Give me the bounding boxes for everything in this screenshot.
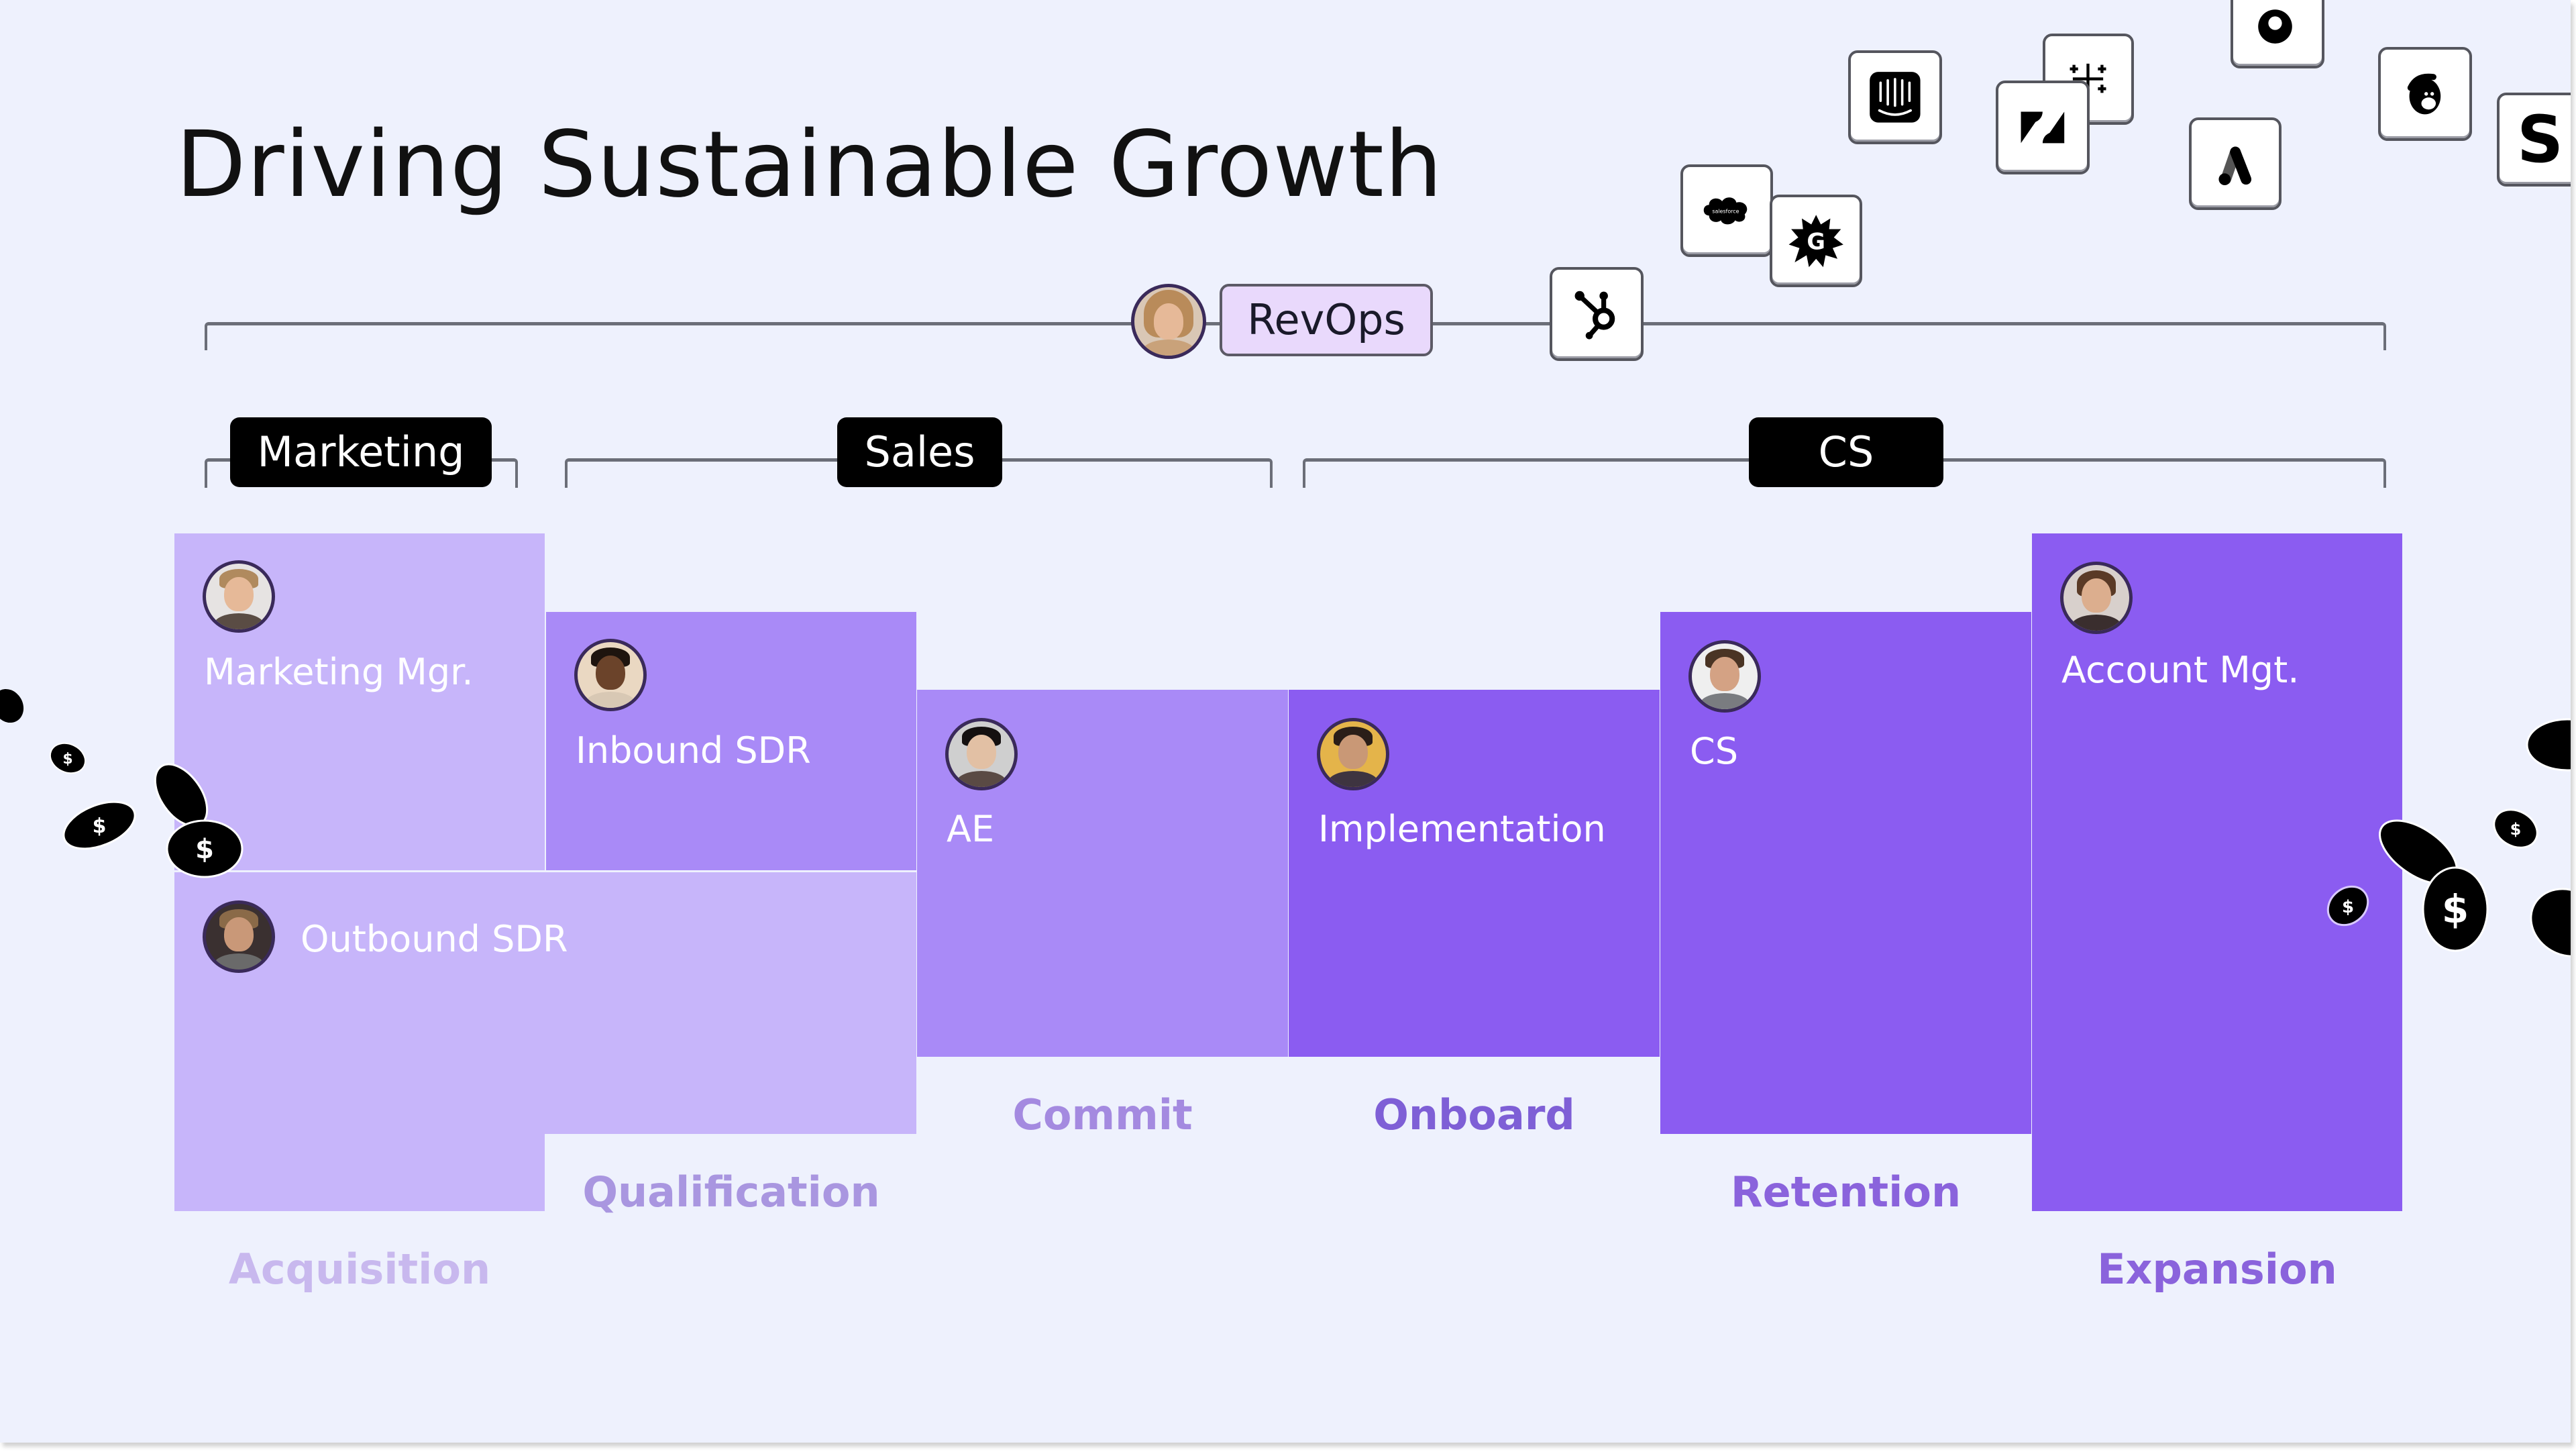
role-ae: AE bbox=[947, 808, 995, 850]
role-account-mgt: Account Mgt. bbox=[2061, 649, 2300, 691]
g2-icon: G bbox=[1770, 195, 1862, 287]
svg-text:$: $ bbox=[62, 751, 72, 768]
coin-icon: $ bbox=[2326, 885, 2369, 927]
block-outbound-sdr: Outbound SDR bbox=[174, 872, 916, 1134]
coin-icon bbox=[2526, 718, 2571, 772]
block-acquisition-extension bbox=[174, 1134, 545, 1211]
coin-icon: $ bbox=[166, 819, 244, 878]
role-implementation: Implementation bbox=[1318, 808, 1606, 850]
role-marketing-mgr: Marketing Mgr. bbox=[204, 651, 474, 693]
avatar-outbound-sdr bbox=[203, 900, 275, 973]
revops-label: RevOps bbox=[1220, 284, 1433, 356]
coin-icon: $ bbox=[49, 742, 87, 774]
avatar-ae bbox=[945, 718, 1018, 790]
tag-marketing: Marketing bbox=[230, 417, 492, 487]
hubspot-icon bbox=[1550, 267, 1644, 361]
role-inbound-sdr: Inbound SDR bbox=[576, 729, 811, 772]
svg-text:$: $ bbox=[2342, 897, 2354, 917]
mailchimp-icon bbox=[2378, 47, 2472, 141]
avatar-implementation bbox=[1317, 718, 1389, 790]
page-title: Driving Sustainable Growth bbox=[176, 112, 1444, 218]
avatar-inbound-sdr bbox=[574, 639, 647, 711]
outreach-icon bbox=[2231, 0, 2324, 68]
svg-text:$: $ bbox=[195, 834, 214, 865]
coin-icon: $ bbox=[62, 800, 136, 850]
avatar-revops bbox=[1131, 284, 1206, 359]
tag-cs: CS bbox=[1749, 417, 1943, 487]
stage-retention: Retention bbox=[1730, 1167, 1962, 1216]
block-cs: CS bbox=[1660, 612, 2031, 1134]
block-account-mgt: Account Mgt. bbox=[2032, 533, 2402, 1211]
avatar-account-mgt bbox=[2060, 562, 2133, 634]
role-cs: CS bbox=[1690, 730, 1738, 772]
coin-icon bbox=[2530, 888, 2571, 957]
s-logo-glyph: S bbox=[2517, 102, 2564, 177]
svg-text:$: $ bbox=[2442, 886, 2469, 932]
role-outbound-sdr: Outbound SDR bbox=[301, 918, 568, 960]
tag-sales: Sales bbox=[837, 417, 1002, 487]
intercom-icon bbox=[1848, 50, 1942, 144]
svg-text:$: $ bbox=[2510, 820, 2522, 839]
svg-text:salesforce: salesforce bbox=[1712, 209, 1739, 215]
zendesk-icon bbox=[1996, 81, 2090, 174]
block-implementation: Implementation bbox=[1289, 690, 1660, 1057]
block-marketing-mgr: Marketing Mgr. bbox=[174, 533, 545, 870]
coin-icon: $ bbox=[2493, 809, 2538, 849]
salesforce-icon: salesforce bbox=[1680, 164, 1773, 257]
stage-qualification: Qualification bbox=[582, 1167, 880, 1216]
stage-acquisition: Acquisition bbox=[228, 1245, 491, 1294]
stage-commit: Commit bbox=[1012, 1090, 1193, 1139]
stage-expansion: Expansion bbox=[2097, 1245, 2337, 1294]
avatar-cs bbox=[1688, 640, 1761, 713]
block-inbound-sdr: Inbound SDR bbox=[546, 612, 916, 870]
svg-text:G: G bbox=[1807, 228, 1825, 254]
coin-icon: $ bbox=[2422, 866, 2489, 952]
stage-onboard: Onboard bbox=[1373, 1090, 1575, 1139]
svg-text:$: $ bbox=[93, 815, 107, 838]
s-logo-icon: S bbox=[2497, 93, 2571, 187]
block-ae: AE bbox=[917, 690, 1288, 1057]
coin-icon bbox=[0, 688, 24, 723]
google-ads-icon bbox=[2189, 117, 2282, 210]
avatar-marketing-mgr bbox=[203, 560, 275, 633]
